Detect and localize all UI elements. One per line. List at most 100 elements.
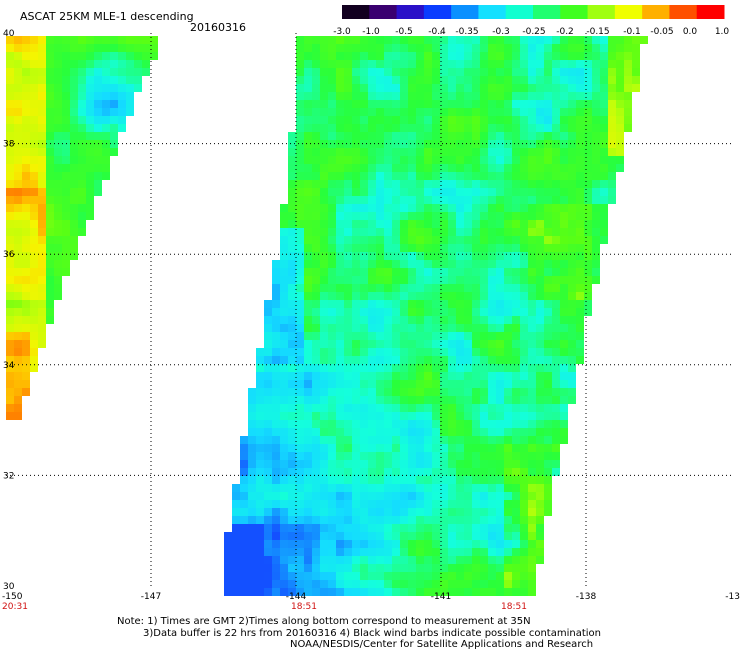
map-cell	[400, 236, 408, 244]
map-cell	[296, 420, 304, 428]
map-cell	[520, 100, 528, 108]
map-cell	[560, 140, 568, 148]
map-cell	[544, 428, 552, 436]
map-cell	[30, 108, 38, 116]
map-cell	[480, 116, 488, 124]
map-cell	[536, 340, 544, 348]
map-cell	[376, 52, 384, 60]
map-cell	[448, 508, 456, 516]
map-cell	[448, 388, 456, 396]
map-cell	[312, 60, 320, 68]
map-cell	[488, 492, 496, 500]
map-cell	[600, 172, 608, 180]
map-cell	[46, 316, 54, 324]
map-cell	[376, 268, 384, 276]
map-cell	[472, 548, 480, 556]
map-cell	[464, 284, 472, 292]
map-cell	[312, 404, 320, 412]
map-cell	[584, 188, 592, 196]
map-cell	[536, 36, 544, 44]
map-cell	[54, 260, 62, 268]
map-cell	[544, 492, 552, 500]
map-cell	[102, 172, 110, 180]
map-cell	[392, 380, 400, 388]
map-cell	[280, 556, 288, 564]
map-cell	[296, 572, 304, 580]
map-cell	[384, 540, 392, 548]
map-cell	[440, 52, 448, 60]
map-cell	[456, 124, 464, 132]
map-cell	[22, 300, 30, 308]
map-cell	[344, 212, 352, 220]
map-cell	[448, 196, 456, 204]
map-cell	[46, 284, 54, 292]
map-cell	[320, 300, 328, 308]
map-cell	[560, 260, 568, 268]
map-cell	[440, 476, 448, 484]
map-cell	[408, 492, 416, 500]
map-cell	[512, 276, 520, 284]
map-cell	[312, 500, 320, 508]
map-cell	[568, 268, 576, 276]
map-cell	[488, 452, 496, 460]
map-cell	[608, 84, 616, 92]
map-cell	[22, 324, 30, 332]
map-cell	[512, 36, 520, 44]
map-cell	[368, 428, 376, 436]
map-cell	[400, 140, 408, 148]
map-cell	[432, 172, 440, 180]
map-cell	[352, 172, 360, 180]
map-cell	[608, 140, 616, 148]
map-cell	[22, 340, 30, 348]
map-cell	[416, 532, 424, 540]
map-cell	[488, 516, 496, 524]
map-cell	[440, 164, 448, 172]
map-cell	[30, 308, 38, 316]
map-cell	[6, 292, 14, 300]
map-cell	[488, 476, 496, 484]
map-cell	[304, 484, 312, 492]
map-cell	[456, 164, 464, 172]
map-cell	[512, 84, 520, 92]
map-cell	[576, 92, 584, 100]
map-cell	[552, 436, 560, 444]
map-cell	[416, 388, 424, 396]
map-cell	[336, 444, 344, 452]
map-cell	[304, 268, 312, 276]
map-cell	[544, 36, 552, 44]
map-cell	[472, 508, 480, 516]
colorbar-segment	[696, 5, 725, 19]
map-cell	[528, 292, 536, 300]
map-cell	[296, 508, 304, 516]
map-cell	[400, 524, 408, 532]
map-cell	[528, 252, 536, 260]
map-cell	[512, 284, 520, 292]
map-cell	[312, 76, 320, 84]
map-cell	[568, 316, 576, 324]
map-cell	[464, 580, 472, 588]
map-cell	[440, 188, 448, 196]
map-cell	[480, 124, 488, 132]
map-cell	[480, 268, 488, 276]
map-cell	[62, 252, 70, 260]
map-cell	[488, 532, 496, 540]
map-cell	[480, 212, 488, 220]
map-cell	[46, 244, 54, 252]
map-cell	[576, 324, 584, 332]
map-cell	[512, 476, 520, 484]
map-cell	[280, 364, 288, 372]
map-cell	[544, 172, 552, 180]
map-cell	[552, 236, 560, 244]
map-cell	[392, 492, 400, 500]
colorbar-label: -0.2	[556, 27, 574, 37]
map-cell	[584, 244, 592, 252]
map-cell	[360, 156, 368, 164]
map-cell	[288, 436, 296, 444]
map-cell	[312, 236, 320, 244]
map-cell	[38, 300, 46, 308]
map-cell	[22, 148, 30, 156]
map-cell	[424, 468, 432, 476]
map-cell	[560, 404, 568, 412]
map-cell	[456, 276, 464, 284]
map-cell	[352, 36, 360, 44]
